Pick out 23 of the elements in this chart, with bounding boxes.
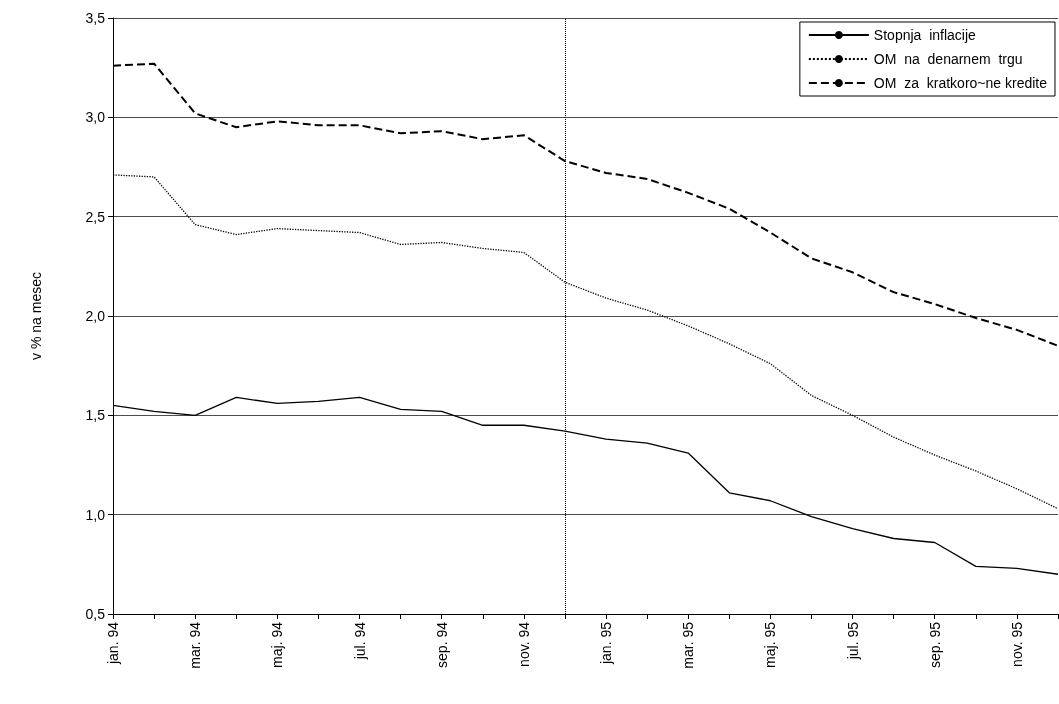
y-tick-label: 1,0: [85, 506, 106, 523]
x-tick-label: nov. 94: [515, 621, 532, 667]
y-tick-label: 2,5: [85, 208, 106, 225]
legend-label: OM na denarnem trgu: [873, 51, 1023, 67]
x-tick-label: mar. 94: [187, 621, 204, 669]
x-tick-label: sep. 95: [926, 621, 943, 668]
legend-label: Stopnja inflacije: [873, 27, 977, 43]
x-tick-label: nov. 95: [1008, 621, 1025, 667]
x-tick-label: maj. 95: [762, 621, 779, 668]
x-tick-label: jul. 95: [844, 621, 861, 661]
x-tick-label: sep. 94: [433, 621, 450, 668]
legend-label: OM za kratkoro~ne kredite: [873, 75, 1048, 91]
x-tick-label: jan. 94: [105, 621, 121, 666]
x-tick-label: jan. 95: [598, 621, 615, 666]
y-axis-title: v % na mesec: [28, 272, 44, 360]
y-tick-label: 3,0: [85, 109, 106, 126]
x-tick-label: maj. 94: [269, 621, 286, 668]
y-tick-label: 0,5: [85, 606, 106, 622]
y-tick-label: 3,5: [85, 10, 106, 26]
y-tick-label: 2,0: [85, 308, 106, 324]
x-tick-label: jul. 94: [351, 621, 368, 661]
x-tick-label: mar. 95: [680, 621, 697, 669]
y-tick-label: 1,5: [85, 407, 106, 424]
